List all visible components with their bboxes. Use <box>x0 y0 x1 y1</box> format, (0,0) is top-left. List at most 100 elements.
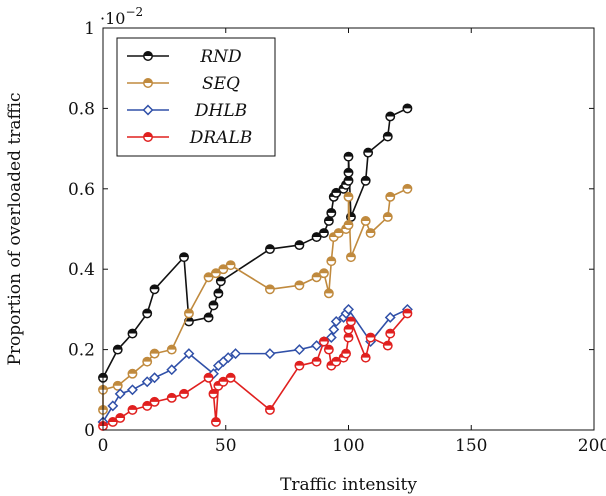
y-axis-multiplier: ·10−2 <box>100 5 143 28</box>
data-point-dralb-3-fill <box>128 405 137 410</box>
data-point-dralb-10-fill <box>211 417 221 422</box>
data-point-dralb-25-fill <box>346 317 356 322</box>
data-point-rnd-29-fill <box>403 104 412 109</box>
x-tick-label-1: 50 <box>215 436 237 456</box>
data-point-dhlb-13-shape <box>264 348 276 360</box>
data-point-seq-7 <box>183 308 194 319</box>
data-point-dhlb-24-shape <box>384 311 396 323</box>
data-point-rnd-3 <box>142 308 153 319</box>
x-tick-label-2: 100 <box>332 436 364 456</box>
data-point-rnd-15 <box>323 216 334 226</box>
data-point-dhlb-14-shape <box>293 344 305 356</box>
data-point-dralb-26-fill <box>361 353 370 358</box>
data-point-dralb-9-fill <box>209 389 218 394</box>
data-point-dralb-18 <box>323 344 334 355</box>
data-point-dhlb-2 <box>114 388 126 400</box>
data-point-rnd-10-fill <box>216 277 226 282</box>
x-tick-label-0: 0 <box>98 436 109 456</box>
data-point-dhlb-4-shape <box>141 376 153 388</box>
legend-label-seq: SEQ <box>202 74 240 94</box>
data-point-seq-6 <box>166 344 177 355</box>
data-point-dralb-15 <box>294 360 305 371</box>
data-point-dralb-18-fill <box>324 345 334 350</box>
legend-marker-dralb <box>143 132 153 142</box>
data-point-seq-23 <box>346 252 356 263</box>
data-point-seq-3 <box>127 368 138 379</box>
data-point-dhlb-11 <box>222 352 234 364</box>
data-point-dralb-10 <box>210 417 221 427</box>
data-point-rnd-22-fill <box>344 168 353 173</box>
y-tick-label-5: 1 <box>84 19 95 39</box>
data-point-seq-10 <box>218 264 229 275</box>
data-point-seq-15 <box>319 268 329 279</box>
data-point-dhlb-12 <box>230 348 242 360</box>
data-point-rnd-18 <box>331 187 342 198</box>
data-point-seq-15-fill <box>319 269 329 274</box>
data-point-rnd-8-fill <box>209 301 218 306</box>
data-point-dralb-23 <box>343 332 354 343</box>
data-point-rnd-3-fill <box>142 309 152 314</box>
data-point-dralb-20-fill <box>332 357 341 362</box>
data-point-seq-22-fill <box>344 192 353 197</box>
axes: 0 50 100 150 200 0 0.2 0.4 0.6 0.8 1 <box>68 19 606 456</box>
data-point-rnd-29 <box>402 103 413 114</box>
data-point-rnd-18-fill <box>332 188 341 193</box>
data-point-dhlb-22-shape <box>343 303 354 315</box>
data-point-dralb-27-fill <box>366 333 375 338</box>
data-point-seq-26 <box>382 211 393 222</box>
data-point-seq-11-fill <box>226 260 235 266</box>
data-point-seq-6-fill <box>167 345 176 350</box>
data-point-rnd-4-fill <box>150 285 159 290</box>
data-point-rnd-5 <box>179 252 189 263</box>
data-point-rnd-21 <box>343 175 354 186</box>
legend-marker-rnd-fill <box>143 51 153 56</box>
data-point-rnd-25 <box>360 175 371 186</box>
data-point-dralb-30 <box>402 308 413 319</box>
data-point-seq-5 <box>149 348 160 359</box>
data-point-rnd-4 <box>149 284 160 295</box>
data-point-rnd-21-fill <box>344 176 353 181</box>
legend-entry-rnd: RND <box>127 47 242 67</box>
legend-entry-seq: SEQ <box>127 74 240 94</box>
data-point-rnd-22 <box>343 167 354 178</box>
data-point-dhlb-12-shape <box>230 348 242 360</box>
data-point-seq-21 <box>343 220 354 230</box>
data-point-seq-24-fill <box>361 216 370 221</box>
data-point-rnd-23-fill <box>344 152 353 157</box>
data-point-dralb-8-fill <box>204 373 213 378</box>
data-point-dhlb-24 <box>384 311 396 323</box>
data-point-dralb-14 <box>264 404 275 415</box>
data-point-dhlb-18 <box>328 324 340 335</box>
data-point-dralb-16-fill <box>312 357 321 362</box>
data-point-rnd-7 <box>203 312 214 323</box>
data-point-rnd-13 <box>311 232 322 242</box>
data-point-rnd-27-fill <box>383 132 392 137</box>
data-point-rnd-9 <box>213 288 224 299</box>
data-point-dralb-12 <box>218 376 229 387</box>
y-tick-label-4: 0.8 <box>68 99 95 119</box>
data-point-dralb-17 <box>319 336 329 347</box>
data-point-rnd-10 <box>215 276 226 287</box>
data-point-dhlb-6-shape <box>166 364 178 376</box>
data-point-seq-13-fill <box>295 281 304 286</box>
y-tick-label-3: 0.6 <box>68 180 95 200</box>
legend-marker-dhlb <box>142 104 154 116</box>
data-point-rnd-2 <box>127 328 138 339</box>
data-point-seq-2 <box>112 380 123 391</box>
data-point-seq-9-fill <box>211 269 221 274</box>
data-point-dralb-4-fill <box>142 401 152 406</box>
data-point-seq-19-fill <box>334 228 343 234</box>
data-point-dralb-27 <box>365 332 376 343</box>
data-point-rnd-11 <box>264 244 275 255</box>
data-point-dhlb-3-shape <box>126 384 138 396</box>
data-point-dralb-16 <box>311 356 322 367</box>
data-point-dralb-13 <box>225 372 236 383</box>
data-point-dralb-22 <box>341 348 351 359</box>
data-point-dhlb-4 <box>141 376 153 388</box>
data-point-rnd-8 <box>208 300 219 311</box>
data-point-rnd-27 <box>382 131 393 142</box>
data-point-rnd-26 <box>363 147 374 158</box>
data-point-rnd-5-fill <box>179 252 189 258</box>
data-point-rnd-28-fill <box>386 112 395 117</box>
data-point-dhlb-17-shape <box>325 332 337 344</box>
